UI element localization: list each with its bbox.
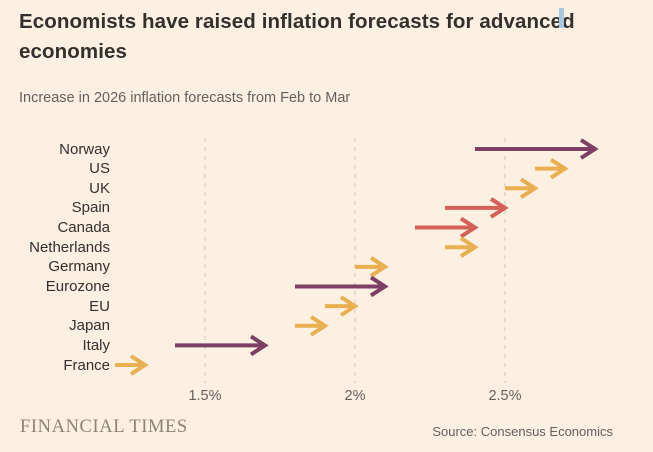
- x-tick-label: 2.5%: [488, 388, 521, 404]
- arrow-japan: [295, 315, 329, 337]
- arrow-eu: [325, 295, 359, 317]
- arrow-germany: [355, 256, 389, 278]
- country-label-eu: EU: [89, 297, 110, 315]
- arrow-netherlands: [445, 236, 479, 258]
- arrow-italy: [175, 334, 269, 357]
- country-label-germany: Germany: [48, 258, 110, 276]
- country-label-canada: Canada: [57, 219, 110, 237]
- country-label-us: US: [89, 160, 110, 178]
- arrow-norway: [475, 138, 599, 160]
- country-label-uk: UK: [89, 179, 110, 197]
- chart-subtitle: Increase in 2026 inflation forecasts fro…: [19, 90, 351, 106]
- country-label-norway: Norway: [59, 140, 110, 158]
- x-tick-label: 1.5%: [188, 388, 221, 404]
- arrow-eurozone: [295, 275, 389, 298]
- x-tick-label: 2%: [345, 388, 366, 404]
- arrow-spain: [445, 197, 509, 219]
- chart-title: Economists have raised inflation forecas…: [19, 10, 575, 63]
- country-label-spain: Spain: [71, 199, 110, 217]
- stray-highlight-artifact: [559, 8, 564, 28]
- country-label-italy: Italy: [82, 336, 110, 354]
- arrow-us: [535, 157, 569, 180]
- country-label-netherlands: Netherlands: [29, 238, 110, 256]
- source-credit: Source: Consensus Economics: [432, 424, 613, 439]
- country-label-france: France: [63, 356, 110, 374]
- country-label-eurozone: Eurozone: [45, 277, 110, 295]
- country-label-japan: Japan: [69, 317, 110, 335]
- arrow-france: [115, 354, 149, 376]
- arrow-canada: [415, 216, 479, 239]
- financial-times-logo: FINANCIAL TIMES: [20, 417, 188, 437]
- arrow-uk: [505, 177, 539, 199]
